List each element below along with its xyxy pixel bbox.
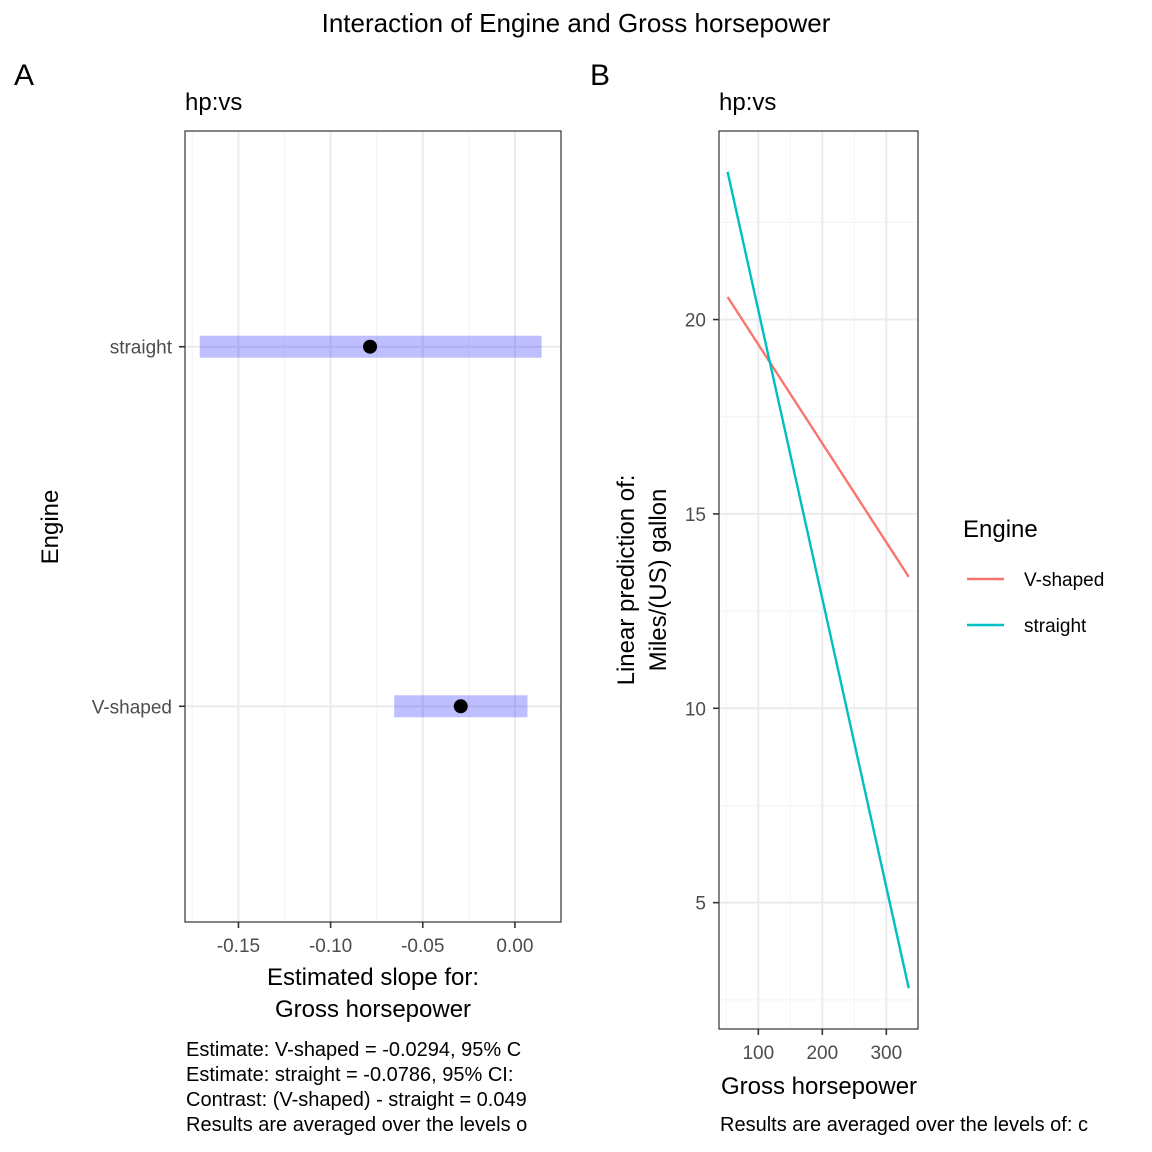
panel-b-ylabel-line1: Linear prediction of: [613, 475, 640, 686]
panel-b-axes: 100 200 300 5 10 15 20 [685, 311, 902, 1064]
panel-a-x-tick-label: 0.00 [496, 936, 533, 957]
panel-a-x-tick-label: -0.05 [401, 936, 444, 957]
panel-b-grid [719, 131, 918, 1029]
estimate-point-straight [363, 339, 378, 354]
legend-items: V-shaped straight [967, 570, 1104, 637]
panel-a-caption-line-4: Results are averaged over the levels o [186, 1114, 527, 1136]
panel-b-marks [726, 171, 910, 989]
panel-a-caption: Estimate: V-shaped = -0.0294, 95% C Esti… [186, 1039, 527, 1136]
line-v-shaped [726, 296, 910, 578]
legend: Engine V-shaped straight [963, 516, 1104, 637]
figure-title: Interaction of Engine and Gross horsepow… [322, 8, 831, 38]
panel-b-xlabel: Gross horsepower [721, 1073, 917, 1100]
panel-a-caption-line-1: Estimate: V-shaped = -0.0294, 95% C [186, 1039, 521, 1061]
line-straight [726, 171, 910, 989]
panel-a-caption-line-2: Estimate: straight = -0.0786, 95% CI: [186, 1064, 513, 1086]
panel-b-y-tick-label: 10 [685, 699, 706, 720]
panel-b-x-tick-label: 100 [742, 1043, 774, 1064]
panel-b-ylabel-line2: Miles/(US) gallon [645, 489, 672, 672]
panel-a-marks [199, 335, 542, 718]
panel-a-subtitle: hp:vs [185, 89, 242, 116]
legend-title: Engine [963, 516, 1038, 543]
panel-b-tag: B [590, 59, 610, 92]
panel-a-xlabel-line2: Gross horsepower [275, 996, 471, 1023]
panel-a-xlabel-line1: Estimated slope for: [267, 964, 479, 991]
panel-a-tag: A [14, 59, 34, 92]
panel-a-axes: -0.15 -0.10 -0.05 0.00 V-shaped straight [92, 338, 534, 957]
panel-a-ylabel: Engine [37, 490, 64, 565]
panel-b-x-tick-label: 200 [806, 1043, 838, 1064]
panel-a-y-tick-label: V-shaped [92, 697, 172, 718]
legend-label-v-shaped: V-shaped [1024, 570, 1104, 591]
panel-b-y-tick-label: 15 [685, 505, 706, 526]
estimate-point-v-shaped [453, 699, 468, 714]
panel-b-y-tick-label: 20 [685, 311, 706, 332]
panel-a-x-tick-label: -0.10 [309, 936, 352, 957]
panel-a-caption-line-3: Contrast: (V-shaped) - straight = 0.049 [186, 1089, 527, 1111]
panel-b-border [718, 130, 919, 1030]
panel-b: B hp:vs 100 200 300 5 10 15 20 Gross horsepowe… [590, 59, 1088, 1136]
panel-a: A hp:vs -0.15 -0.10 -0.05 0.00 V-shaped strai… [14, 59, 562, 1136]
legend-label-straight: straight [1024, 616, 1087, 637]
panel-a-y-tick-label: straight [110, 338, 173, 359]
panel-b-y-tick-label: 5 [695, 894, 706, 915]
panel-b-caption: Results are averaged over the levels of:… [720, 1114, 1088, 1136]
panel-b-x-tick-label: 300 [870, 1043, 902, 1064]
panel-a-x-tick-label: -0.15 [217, 936, 260, 957]
panel-a-border [184, 130, 562, 923]
panel-a-grid [185, 131, 561, 922]
panel-b-subtitle: hp:vs [719, 89, 776, 116]
